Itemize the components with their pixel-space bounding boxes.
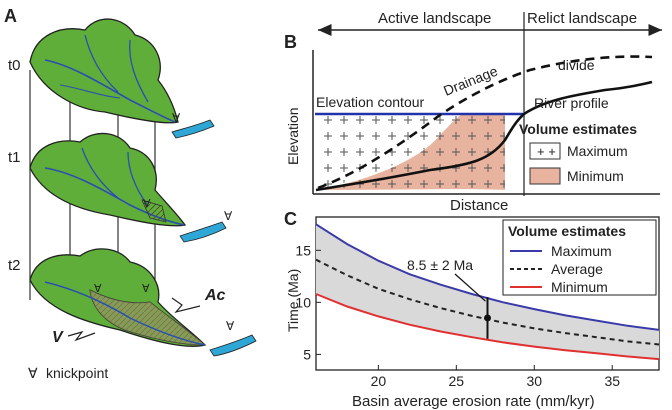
x-tick-label: 25 [449, 373, 465, 389]
panel-b-x-axis-label: Distance [450, 197, 508, 214]
panel-c-x-axis-label: Basin average erosion rate (mm/kyr) [352, 393, 595, 410]
elevation-contour-label: Elevation contour [316, 94, 425, 110]
active-landscape-label: Active landscape [378, 10, 491, 27]
time-label-t1: t1 [8, 149, 21, 166]
eroded-region-t1 [141, 199, 167, 223]
y-tick-label: 15 [295, 242, 311, 258]
panel-a-label: A [4, 6, 17, 26]
knickpoint-legend-label: knickpoint [46, 365, 108, 381]
drainage-divide-line [317, 55, 653, 190]
knickpoint-icon: ∀ [143, 198, 151, 210]
knickpoint-icon: ∀ [142, 283, 150, 295]
panel-b: B Active landscape Relict landscape Elev… [284, 10, 662, 214]
legend-label-avg: Average [551, 261, 603, 277]
river-profile-line [315, 80, 653, 192]
panel-a: A t0 t1 t2 ∀ ∀ [4, 6, 257, 381]
knickpoint-legend-icon: ∀ [28, 365, 38, 381]
series-line-minimum [315, 293, 660, 361]
legend-swatch-maximum-plus: + + [537, 144, 556, 159]
river-profile-label: River profile [534, 95, 609, 111]
ac-leader [171, 297, 201, 314]
legend-swatch-minimum [529, 167, 561, 185]
v-label: V [52, 329, 64, 346]
panel-c-legend-box [502, 219, 657, 296]
estimate-annotation: 8.5 ± 2 Ma [407, 257, 473, 273]
panel-b-legend-title: Volume estimates [519, 121, 637, 137]
panel-c-y-axis-label: Time (Ma) [285, 269, 301, 332]
y-tick-label: 5 [303, 346, 311, 362]
axis-layer: 20 25 30 35 5 10 15 [295, 242, 620, 389]
basin-t1: ∀ ∀ [29, 132, 233, 243]
estimate-point [484, 314, 491, 322]
legend-label-max: Maximum [551, 243, 612, 259]
panel-b-y-axis-label: Elevation [285, 107, 301, 165]
time-label-t0: t0 [8, 57, 21, 74]
legend-label-maximum: Maximum [567, 143, 628, 159]
ac-label: Ac [204, 287, 226, 304]
panel-c-label: C [284, 209, 297, 229]
legend-label-minimum: Minimum [567, 168, 624, 184]
relict-landscape-label: Relict landscape [527, 10, 637, 27]
knickpoint-icon: ∀ [172, 111, 181, 125]
x-tick-label: 30 [526, 373, 542, 389]
v-leader [67, 330, 96, 342]
knickpoint-icon: ∀ [94, 283, 102, 295]
legend-label-min: Minimum [551, 279, 608, 295]
x-tick-label: 35 [604, 373, 620, 389]
basin-t2: ∀ ∀ ∀ [29, 248, 257, 357]
chart-layer [315, 223, 660, 361]
maximum-volume-region [316, 114, 470, 190]
time-label-t2: t2 [8, 257, 21, 274]
knickpoint-icon: ∀ [226, 319, 235, 333]
annotation-leader [454, 273, 486, 302]
uncertainty-band [316, 224, 659, 360]
legend-swatch-maximum [529, 142, 561, 160]
drainage-label: Drainage [441, 63, 500, 99]
panel-c: C Time (Ma) Basin average erosion rate (… [284, 209, 660, 410]
panel-b-label: B [284, 32, 297, 52]
divide-label: divide [558, 57, 595, 73]
panel-c-legend-title: Volume estimates [508, 223, 626, 239]
basin-t0: ∀ [29, 18, 215, 139]
y-tick-label: 10 [295, 294, 311, 310]
knickpoint-icon: ∀ [224, 209, 233, 223]
x-tick-label: 20 [371, 373, 387, 389]
